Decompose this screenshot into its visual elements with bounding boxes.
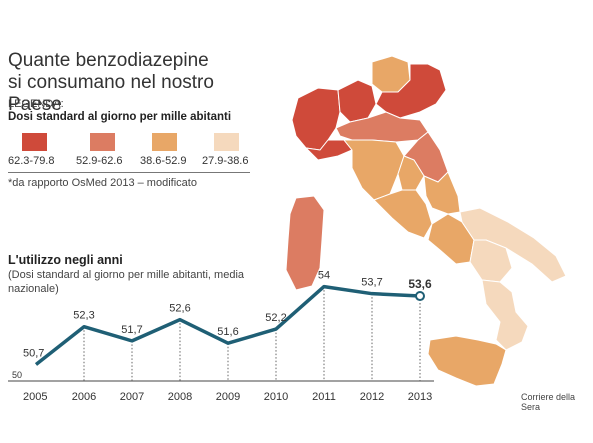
legend-range-1: 62.3-79.8 — [8, 155, 55, 167]
data-label: 54 — [318, 270, 330, 282]
legend-range-2: 52.9-62.6 — [76, 155, 123, 167]
legend-swatch-2 — [90, 133, 115, 151]
series-line — [34, 284, 421, 366]
legend-heading: LEGENDA: — [8, 98, 64, 110]
legend-swatch-1 — [22, 133, 47, 151]
y-axis-label: 50 — [12, 370, 22, 380]
x-tick-label: 2008 — [168, 391, 192, 403]
data-label: 52,6 — [169, 303, 190, 315]
region-basilicata — [469, 239, 513, 283]
data-label: 53,7 — [361, 277, 382, 289]
data-label: 52,3 — [73, 310, 94, 322]
data-label: 52,2 — [265, 312, 286, 324]
region-lombardia — [337, 79, 377, 123]
last-point-marker — [415, 291, 425, 302]
x-tick-label: 2010 — [264, 391, 288, 403]
region-sardegna — [285, 195, 325, 291]
x-tick-label: 2013 — [408, 391, 432, 403]
region-sicilia — [427, 335, 507, 387]
x-tick-label: 2009 — [216, 391, 240, 403]
region-calabria — [481, 279, 529, 351]
x-tick-label: 2006 — [72, 391, 96, 403]
legend-subtitle: Dosi standard al giorno per mille abitan… — [8, 111, 232, 123]
legend-note: *da rapporto OsMed 2013 – modificato — [8, 177, 197, 189]
data-label: 53,6 — [408, 277, 432, 291]
chart-subtitle: (Dosi standard al giorno per mille abita… — [8, 269, 245, 295]
source-credit: Corriere della Sera — [521, 392, 576, 412]
title-line-2: si consumano nel nostro Paese — [8, 72, 214, 115]
legend-range-4: 27.9-38.6 — [202, 155, 249, 167]
page-title: Quante benzodiazepine si consumano nel n… — [8, 50, 258, 116]
legend-range-3: 38.6-52.9 — [140, 155, 187, 167]
title-line-1: Quante benzodiazepine — [8, 50, 209, 71]
data-label: 51,6 — [217, 326, 238, 338]
legend-swatch-4 — [214, 133, 239, 151]
legend-swatch-3 — [152, 133, 177, 151]
region-lazio — [373, 189, 433, 239]
legend-divider — [8, 172, 250, 173]
chart-title: L'utilizzo negli anni — [8, 253, 123, 267]
x-tick-label: 2005 — [23, 391, 47, 403]
data-label: 50,7 — [23, 347, 44, 359]
data-label: 51,7 — [121, 324, 142, 336]
x-tick-label: 2011 — [312, 391, 336, 403]
x-tick-label: 2012 — [360, 391, 384, 403]
x-tick-label: 2007 — [120, 391, 144, 403]
